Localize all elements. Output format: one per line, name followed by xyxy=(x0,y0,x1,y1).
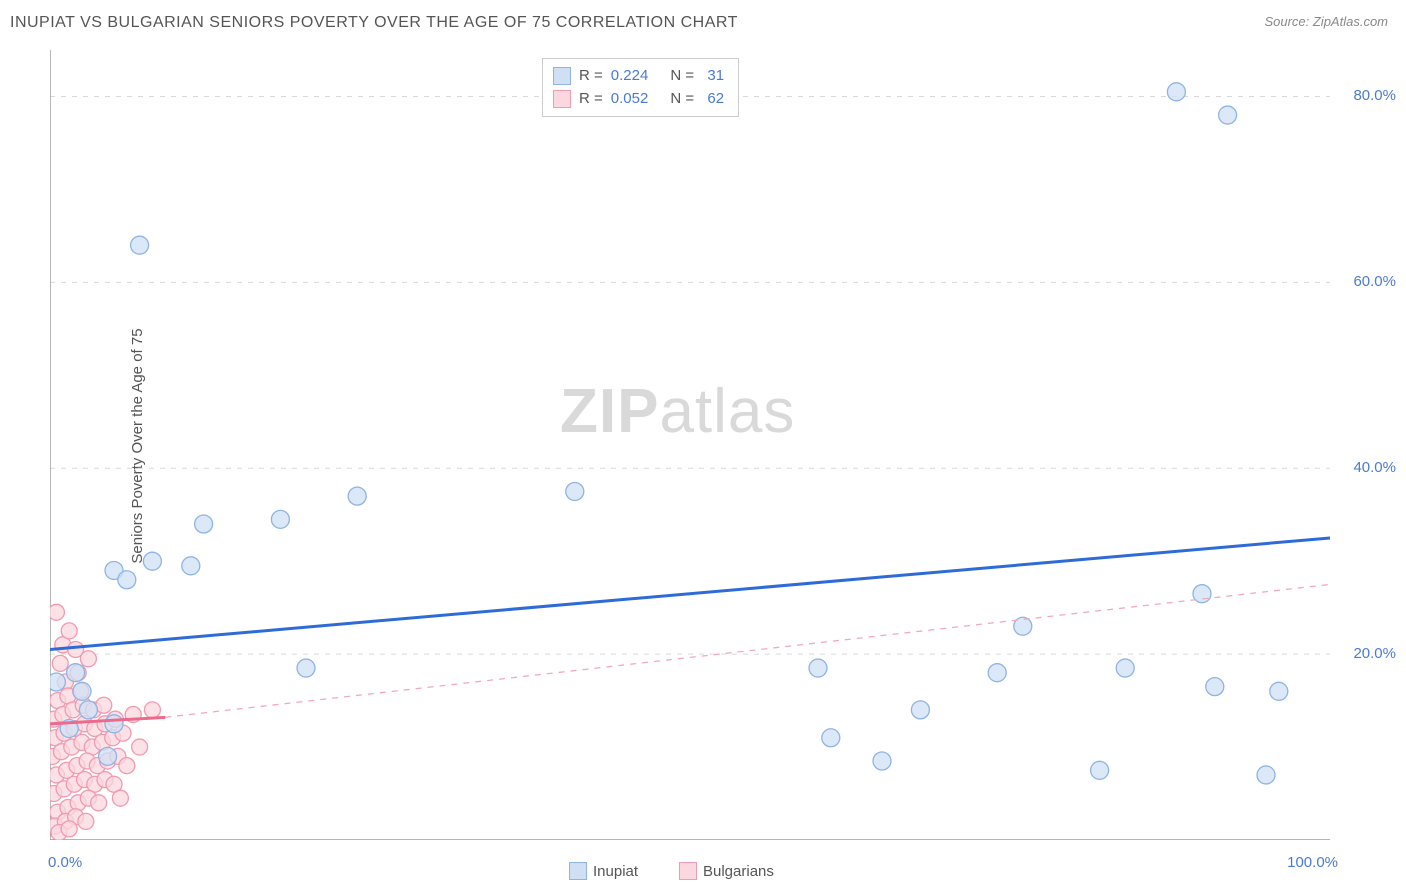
series-swatch xyxy=(553,90,571,108)
correlation-stats-box: R = 0.224 N = 31 R = 0.052 N = 62 xyxy=(542,58,739,117)
chart-title: INUPIAT VS BULGARIAN SENIORS POVERTY OVE… xyxy=(10,14,738,32)
legend-swatch xyxy=(679,862,697,880)
legend-item: Bulgarians xyxy=(679,862,774,880)
legend-item: Inupiat xyxy=(569,862,638,880)
r-label: R = xyxy=(579,65,603,88)
legend-label: Inupiat xyxy=(593,863,638,880)
x-tick-label: 100.0% xyxy=(1278,854,1338,871)
x-tick-label: 0.0% xyxy=(48,854,82,871)
legend-label: Bulgarians xyxy=(703,863,774,880)
stats-row: R = 0.052 N = 62 xyxy=(553,88,724,111)
y-tick-label: 20.0% xyxy=(1336,645,1396,662)
n-value: 31 xyxy=(702,65,724,88)
y-tick-label: 80.0% xyxy=(1336,87,1396,104)
watermark: ZIPatlas xyxy=(560,376,795,447)
n-label: N = xyxy=(670,65,694,88)
watermark-zip: ZIP xyxy=(560,377,659,446)
r-value: 0.052 xyxy=(611,88,649,111)
n-value: 62 xyxy=(702,88,724,111)
n-label: N = xyxy=(670,88,694,111)
y-tick-label: 40.0% xyxy=(1336,459,1396,476)
r-value: 0.224 xyxy=(611,65,649,88)
legend-swatch xyxy=(569,862,587,880)
source-attribution: Source: ZipAtlas.com xyxy=(1264,14,1388,29)
r-label: R = xyxy=(579,88,603,111)
y-tick-label: 60.0% xyxy=(1336,273,1396,290)
series-swatch xyxy=(553,67,571,85)
stats-row: R = 0.224 N = 31 xyxy=(553,65,724,88)
watermark-atlas: atlas xyxy=(659,377,795,446)
